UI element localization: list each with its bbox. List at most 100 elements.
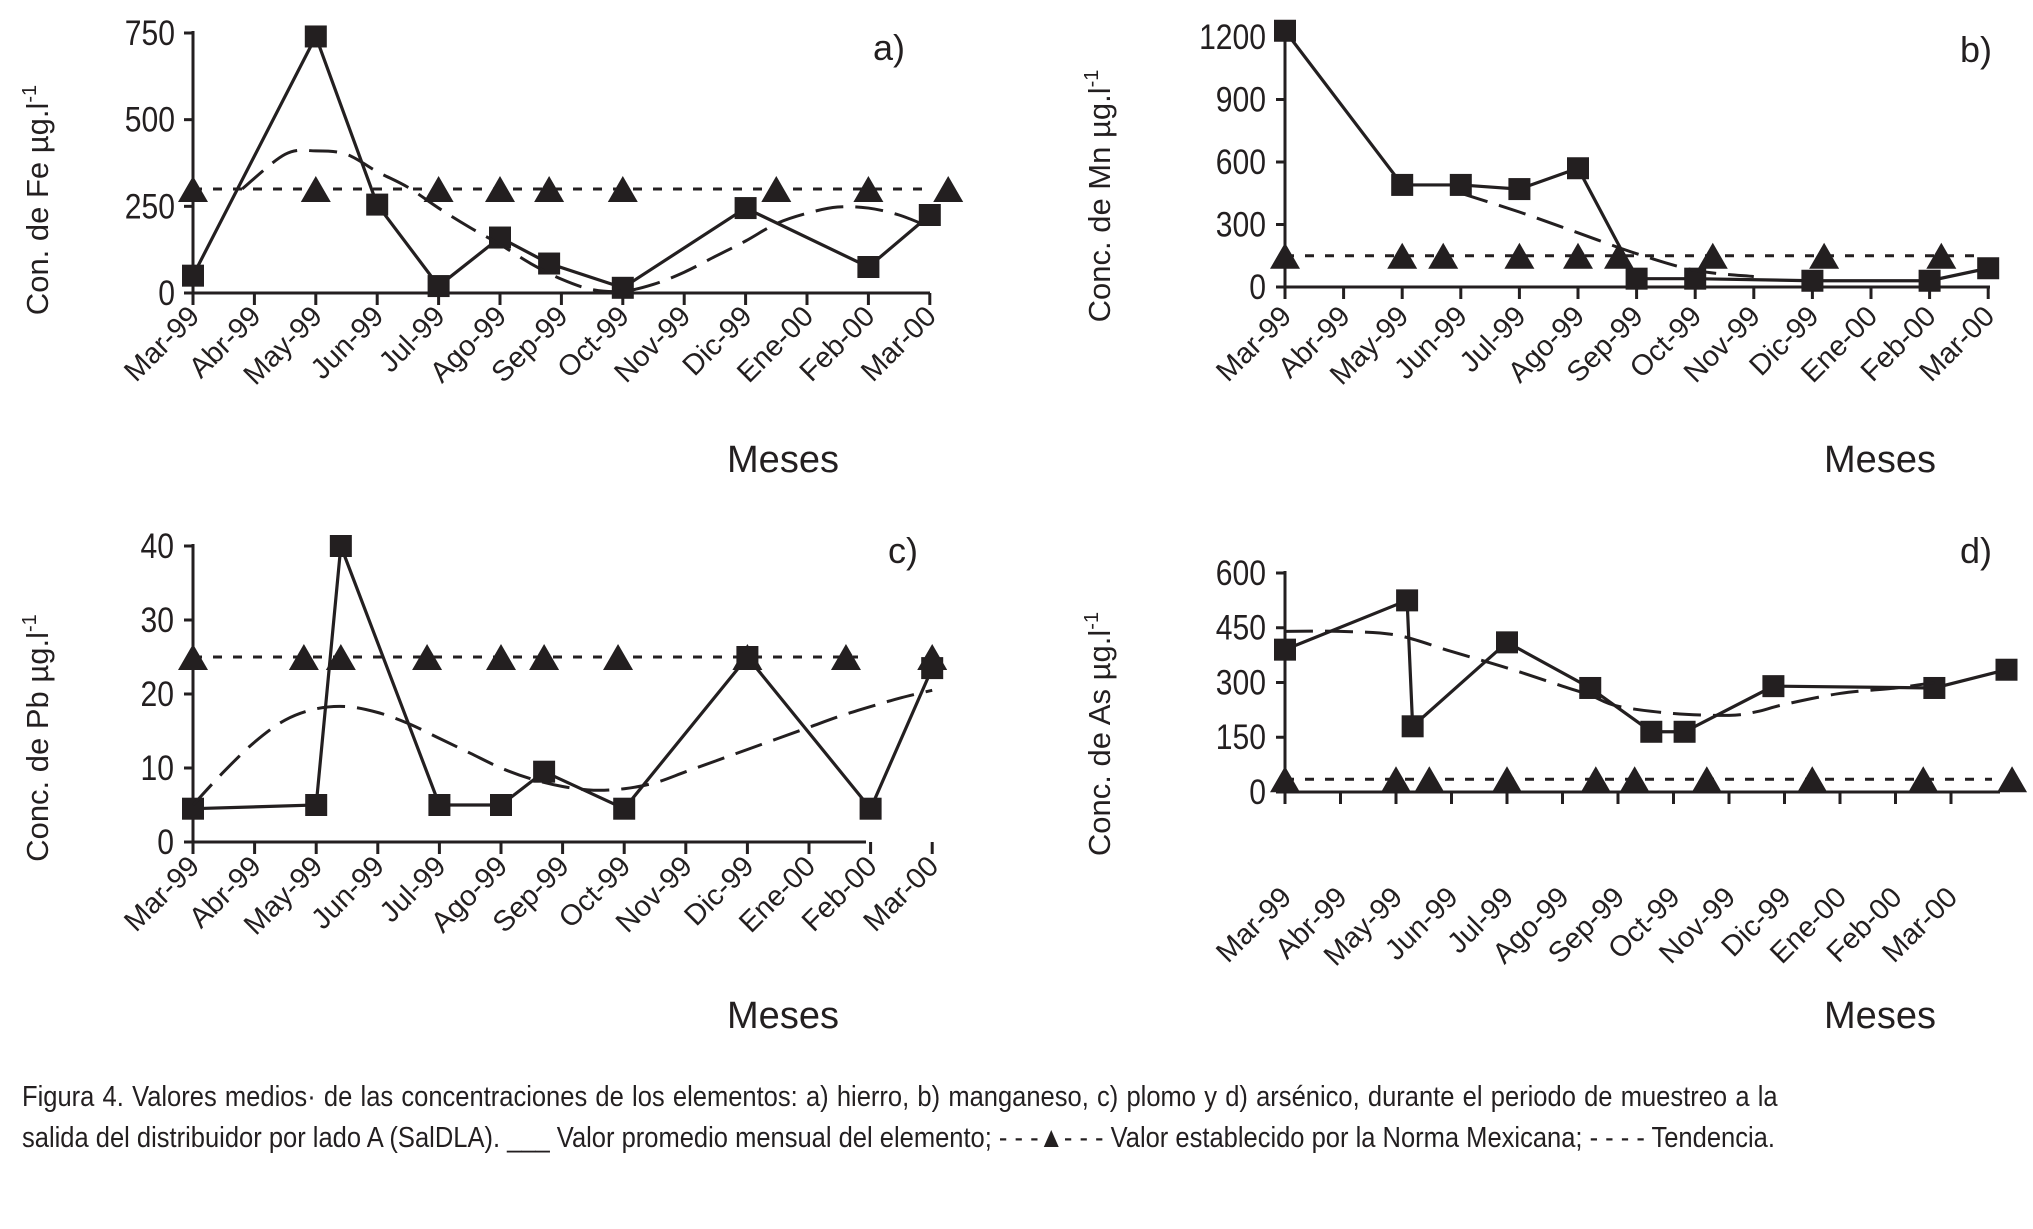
y-axis-title: Con. de Fe µg.l-1 — [19, 85, 55, 315]
mean-square-marker — [1567, 157, 1589, 180]
y-tick-label: 150 — [1216, 717, 1266, 757]
norm-triangle-marker — [607, 176, 638, 202]
trend-line — [241, 148, 931, 294]
norm-triangle-marker — [1908, 766, 1939, 793]
y-tick-label: 300 — [1216, 204, 1266, 244]
norm-triangle-marker — [830, 644, 861, 670]
norm-triangle-marker — [1492, 766, 1522, 793]
y-tick-label: 600 — [1216, 142, 1266, 182]
panel-label: c) — [888, 530, 918, 571]
panel-label: b) — [1960, 29, 1992, 70]
mean-square-marker — [1496, 631, 1518, 654]
norm-triangle-marker — [1387, 242, 1418, 269]
norm-triangle-marker — [486, 644, 516, 670]
mean-square-marker — [1274, 638, 1296, 661]
norm-triangle-marker — [603, 644, 634, 670]
mean-square-marker — [734, 197, 757, 220]
x-axis-title: Meses — [727, 995, 839, 1037]
mean-square-marker — [611, 276, 634, 299]
mean-square-marker — [1918, 269, 1941, 292]
mean-square-marker — [182, 264, 204, 287]
mean-square-marker — [538, 252, 561, 275]
mean-value-line — [191, 32, 931, 290]
norm-triangle-marker — [178, 644, 208, 670]
mean-square-marker — [1579, 676, 1602, 699]
y-tick-label: 250 — [125, 186, 175, 226]
mean-square-marker — [366, 193, 389, 216]
mean-square-marker — [1449, 173, 1472, 196]
mean-square-marker — [1801, 269, 1824, 292]
chart-panel-b: 03006009001200Mar-99Abr-99May-99Jun-99Ju… — [1081, 17, 2001, 481]
norm-triangle-marker — [1414, 766, 1445, 793]
mean-square-marker — [1977, 257, 2000, 280]
mean-value-line — [1284, 598, 2007, 734]
norm-triangle-marker — [1428, 242, 1459, 269]
chart-panel-c: 010203040Mar-99Abr-99May-99Jun-99Jul-99A… — [19, 526, 948, 1037]
mean-square-marker — [533, 760, 556, 783]
mean-square-marker — [182, 797, 204, 820]
norm-triangle-marker — [1691, 766, 1722, 793]
y-tick-label: 0 — [1249, 267, 1266, 307]
mean-square-marker — [1923, 676, 1946, 699]
mean-square-marker — [857, 256, 880, 278]
norm-triangle-marker — [1619, 766, 1650, 793]
norm-triangle-marker — [288, 644, 319, 670]
y-tick-label: 20 — [141, 674, 174, 714]
mean-square-marker — [428, 794, 451, 816]
mean-square-marker — [1401, 715, 1424, 738]
figure-caption: Figura 4. Valores medios· de las concent… — [22, 1077, 1778, 1159]
mean-square-marker — [1684, 267, 1707, 290]
y-tick-label: 1200 — [1199, 17, 1266, 57]
mean-square-marker — [305, 794, 328, 816]
mean-square-marker — [489, 226, 511, 249]
mean-square-marker — [1995, 658, 2018, 681]
y-axis-title-text: Conc. de Mn µg.l — [1082, 87, 1117, 322]
y-tick-label: 10 — [141, 748, 174, 788]
y-axis-title-text: Conc. de As µg.l — [1082, 630, 1117, 856]
chart-panel-d: 0150300450600Mar-99Abr-99May-99Jun-99Jul… — [1081, 530, 2028, 1037]
caption-text: Figura 4. Valores medios· de las concent… — [22, 1081, 1778, 1154]
y-axis-title-superscript: -1 — [1081, 70, 1103, 88]
x-axis-title: Meses — [1824, 995, 1936, 1037]
chart-panel-a: 0250500750Mar-99Abr-99May-99Jun-99Jul-99… — [19, 13, 964, 481]
y-tick-label: 750 — [125, 13, 175, 53]
mean-value-line — [1283, 29, 1989, 283]
mean-square-marker — [490, 794, 512, 816]
y-axis-title: Conc. de As µg.l-1 — [1081, 612, 1117, 856]
norm-triangle-marker — [423, 176, 454, 202]
mean-square-marker — [613, 797, 636, 820]
x-tick-label: Mar-99 — [118, 850, 206, 938]
mean-square-marker — [1508, 178, 1531, 201]
norm-triangle-marker — [761, 176, 792, 202]
mean-square-marker — [304, 25, 327, 48]
norm-triangle-marker — [325, 644, 356, 670]
norm-triangle-marker — [1504, 242, 1535, 269]
y-tick-label: 0 — [157, 822, 174, 862]
norm-triangle-marker — [1809, 242, 1840, 269]
norm-triangle-marker — [178, 176, 208, 202]
mean-square-marker — [1274, 19, 1296, 42]
norm-triangle-marker — [732, 644, 763, 670]
x-axis-title: Meses — [1824, 439, 1936, 481]
y-tick-label: 30 — [141, 600, 174, 640]
norm-triangle-marker — [412, 644, 443, 670]
norm-triangle-marker — [933, 176, 964, 202]
mean-square-marker — [918, 204, 941, 226]
norm-triangle-marker — [917, 644, 948, 670]
y-tick-label: 0 — [158, 273, 175, 313]
x-tick-label: Mar-99 — [118, 300, 206, 388]
norm-triangle-marker — [1270, 242, 1300, 269]
norm-triangle-marker — [1270, 766, 1300, 793]
norm-triangle-marker — [1797, 766, 1828, 793]
norm-triangle-marker — [534, 176, 565, 202]
y-axis-title-superscript: -1 — [1081, 612, 1103, 630]
y-axis-title-superscript: -1 — [19, 85, 41, 103]
norm-triangle-marker — [1580, 766, 1611, 793]
mean-square-marker — [329, 535, 352, 557]
y-tick-label: 300 — [1216, 662, 1266, 702]
norm-triangle-marker — [1697, 242, 1728, 269]
mean-square-marker — [1640, 720, 1663, 743]
panel-label: d) — [1960, 530, 1992, 571]
norm-triangle-marker — [1997, 766, 2028, 793]
